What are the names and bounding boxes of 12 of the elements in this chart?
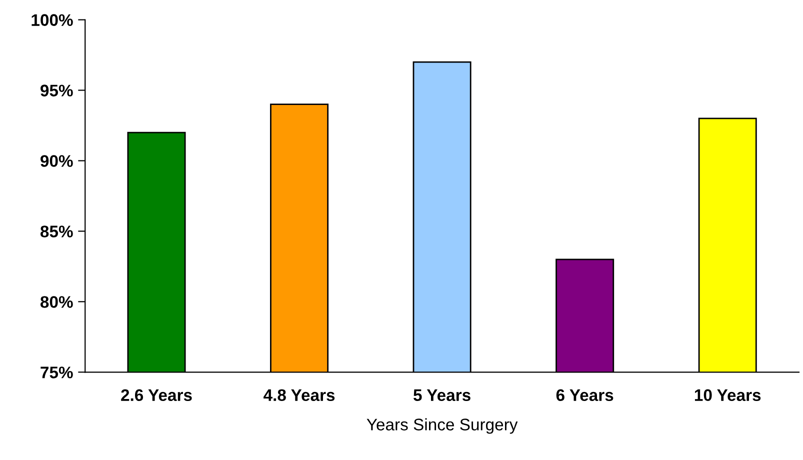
x-tick-label: 5 Years: [414, 389, 470, 402]
y-tick-label: 75%: [40, 366, 73, 378]
x-tick-label: 4.8 Years: [264, 389, 335, 402]
y-tick-label: 85%: [40, 226, 73, 238]
x-axis-title: Years Since Surgery: [366, 418, 518, 434]
y-tick-label: 95%: [40, 84, 73, 96]
y-tick-label: 90%: [40, 155, 73, 167]
x-tick-label: 10 Years: [694, 389, 761, 402]
x-tick-label: 6 Years: [556, 389, 614, 402]
x-tick-label: 2.6 Years: [121, 389, 192, 402]
y-tick-label: 100%: [32, 14, 73, 26]
y-tick-label: 80%: [40, 296, 73, 308]
